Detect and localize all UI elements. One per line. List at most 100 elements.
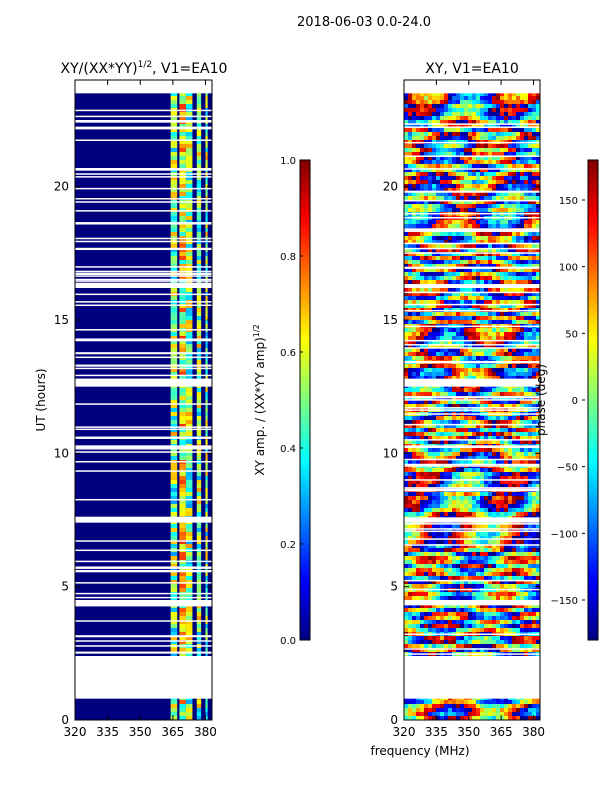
left-channel-cell bbox=[196, 648, 202, 652]
right-phase-cell bbox=[428, 196, 432, 200]
right-phase-cell bbox=[536, 220, 540, 224]
left-channel-cell bbox=[179, 584, 186, 588]
left-channel-cell bbox=[170, 100, 178, 104]
right-phase-cell bbox=[404, 232, 408, 236]
right-phase-cell bbox=[468, 104, 472, 108]
right-phase-cell bbox=[428, 280, 432, 284]
right-phase-cell bbox=[496, 340, 500, 344]
right-phase-cell bbox=[476, 548, 480, 552]
left-heatmap bbox=[75, 80, 212, 720]
right-phase-cell bbox=[480, 312, 484, 316]
left-channel-cell bbox=[179, 232, 186, 236]
right-phase-cell bbox=[504, 468, 508, 472]
left-channel-cell bbox=[179, 492, 186, 496]
right-phase-cell bbox=[472, 436, 476, 440]
right-phase-cell bbox=[516, 264, 520, 268]
right-phase-cell bbox=[424, 296, 428, 300]
left-channel-cell bbox=[196, 448, 202, 452]
right-phase-cell bbox=[528, 364, 532, 368]
right-phase-cell bbox=[524, 252, 528, 256]
right-phase-cell bbox=[532, 404, 536, 408]
left-channel-cell bbox=[205, 408, 208, 412]
right-phase-cell bbox=[512, 336, 516, 340]
right-phase-cell bbox=[476, 484, 480, 488]
right-phase-cell bbox=[492, 528, 496, 532]
right-phase-cell bbox=[516, 352, 520, 356]
left-channel-cell bbox=[196, 256, 202, 260]
right-phase-cell bbox=[500, 236, 504, 240]
right-phase-cell bbox=[444, 236, 448, 240]
right-phase-cell bbox=[500, 552, 504, 556]
right-phase-cell bbox=[476, 476, 480, 480]
right-phase-cell bbox=[412, 356, 416, 360]
left-channel-cell bbox=[205, 464, 208, 468]
left-channel-cell bbox=[185, 204, 193, 208]
right-phase-cell bbox=[476, 268, 480, 272]
right-phase-cell bbox=[512, 392, 516, 396]
right-phase-cell bbox=[492, 544, 496, 548]
right-phase-cell bbox=[468, 432, 472, 436]
right-phase-cell bbox=[408, 132, 412, 136]
right-phase-cell bbox=[448, 148, 452, 152]
right-phase-cell bbox=[412, 492, 416, 496]
right-phase-cell bbox=[432, 496, 436, 500]
right-phase-cell bbox=[420, 348, 424, 352]
right-phase-cell bbox=[460, 116, 464, 120]
right-phase-cell bbox=[520, 368, 524, 372]
right-phase-cell bbox=[460, 500, 464, 504]
right-phase-cell bbox=[512, 500, 516, 504]
right-phase-cell bbox=[468, 480, 472, 484]
right-phase-cell bbox=[520, 448, 524, 452]
right-phase-cell bbox=[404, 388, 408, 392]
right-phase-cell bbox=[448, 260, 452, 264]
right-phase-cell bbox=[412, 304, 416, 308]
right-phase-cell bbox=[528, 136, 532, 140]
right-phase-cell bbox=[428, 432, 432, 436]
right-phase-cell bbox=[532, 180, 536, 184]
right-phase-cell bbox=[436, 104, 440, 108]
right-phase-cell bbox=[480, 208, 484, 212]
right-phase-cell bbox=[536, 176, 540, 180]
right-phase-cell bbox=[524, 272, 528, 276]
right-phase-cell bbox=[472, 428, 476, 432]
right-phase-cell bbox=[484, 536, 488, 540]
right-phase-cell bbox=[432, 528, 436, 532]
right-phase-cell bbox=[476, 420, 480, 424]
right-phase-cell bbox=[512, 132, 516, 136]
left-channel-cell bbox=[205, 500, 208, 504]
right-phase-cell bbox=[524, 260, 528, 264]
right-phase-cell bbox=[492, 312, 496, 316]
left-channel-cell bbox=[205, 484, 208, 488]
right-phase-cell bbox=[532, 100, 536, 104]
left-flag-line bbox=[75, 460, 212, 463]
right-phase-cell bbox=[456, 496, 460, 500]
right-phase-cell bbox=[460, 356, 464, 360]
left-channel-cell bbox=[179, 420, 186, 424]
right-phase-cell bbox=[408, 300, 412, 304]
right-phase-cell bbox=[484, 104, 488, 108]
right-phase-cell bbox=[432, 524, 436, 528]
right-phase-cell bbox=[480, 268, 484, 272]
right-phase-cell bbox=[528, 240, 532, 244]
right-phase-cell bbox=[452, 376, 456, 380]
right-phase-cell bbox=[480, 184, 484, 188]
right-phase-cell bbox=[484, 548, 488, 552]
right-phase-cell bbox=[444, 432, 448, 436]
right-phase-cell bbox=[492, 240, 496, 244]
right-phase-cell bbox=[464, 376, 468, 380]
right-phase-cell bbox=[536, 440, 540, 444]
right-phase-cell bbox=[528, 332, 532, 336]
right-phase-cell bbox=[444, 180, 448, 184]
right-phase-cell bbox=[452, 524, 456, 528]
right-phase-cell bbox=[484, 316, 488, 320]
right-phase-cell bbox=[472, 316, 476, 320]
right-phase-cell bbox=[524, 328, 528, 332]
right-phase-cell bbox=[532, 168, 536, 172]
right-phase-cell bbox=[468, 400, 472, 404]
left-flag-line bbox=[75, 339, 212, 342]
left-channel-cell bbox=[185, 224, 193, 228]
left-channel-cell bbox=[205, 580, 208, 584]
right-phase-cell bbox=[508, 276, 512, 280]
right-phase-cell bbox=[536, 236, 540, 240]
right-phase-cell bbox=[508, 180, 512, 184]
